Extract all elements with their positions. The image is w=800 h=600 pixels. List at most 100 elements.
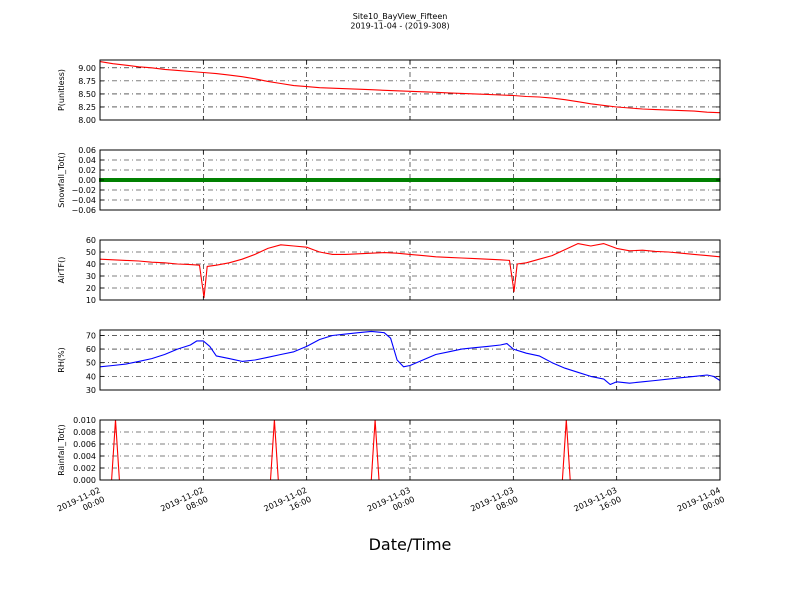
data-point xyxy=(697,178,702,182)
data-point xyxy=(614,178,619,182)
data-point xyxy=(681,178,686,182)
data-point xyxy=(460,178,465,182)
data-point xyxy=(214,178,219,182)
data-point xyxy=(483,178,487,182)
data-point xyxy=(623,178,628,182)
data-point xyxy=(703,178,708,182)
x-tick-label: 2019-11-0208:00 xyxy=(159,486,209,523)
data-point xyxy=(297,178,302,182)
data-point xyxy=(364,178,369,182)
data-point xyxy=(124,178,129,182)
y-tick-label: 0.008 xyxy=(73,428,96,437)
data-point xyxy=(399,178,404,182)
data-point xyxy=(131,178,135,182)
data-point xyxy=(556,178,561,182)
data-point xyxy=(198,178,203,182)
data-point xyxy=(319,178,324,182)
series-line xyxy=(99,61,721,114)
data-point xyxy=(211,178,215,182)
data-point xyxy=(390,178,395,182)
data-point xyxy=(540,178,545,182)
data-point xyxy=(127,178,132,182)
data-point xyxy=(511,178,516,182)
data-point xyxy=(591,178,596,182)
data-point xyxy=(575,178,580,182)
y-axis-label: P(unitless) xyxy=(57,69,66,111)
data-point xyxy=(479,178,484,182)
data-point xyxy=(604,178,609,182)
data-point xyxy=(307,178,311,182)
data-point xyxy=(633,178,638,182)
data-point xyxy=(473,178,478,182)
data-point xyxy=(329,178,334,182)
data-point xyxy=(348,178,353,182)
y-tick-label: 60 xyxy=(86,236,96,245)
data-point xyxy=(534,178,539,182)
data-point xyxy=(531,178,535,182)
data-point xyxy=(569,178,574,182)
data-point xyxy=(425,178,430,182)
y-tick-label: 40 xyxy=(86,260,96,269)
data-point xyxy=(652,178,657,182)
data-point xyxy=(294,178,299,182)
data-point xyxy=(175,178,180,182)
x-axis-label: Date/Time xyxy=(369,535,452,554)
data-point xyxy=(393,178,398,182)
data-point xyxy=(351,178,356,182)
y-tick-label: 20 xyxy=(86,284,96,293)
data-point xyxy=(627,178,631,182)
data-point xyxy=(387,178,391,182)
data-point xyxy=(454,178,459,182)
data-point xyxy=(291,178,295,182)
subplot-2: 0.060.040.020.00−0.02−0.04−0.06 Snowfall_… xyxy=(57,146,721,215)
data-point xyxy=(259,178,263,182)
y-tick-label: 30 xyxy=(86,272,96,281)
y-tick-label: 8.75 xyxy=(78,77,96,86)
data-point xyxy=(121,178,126,182)
data-point xyxy=(553,178,558,182)
y-tick-label: 30 xyxy=(86,386,96,395)
data-point xyxy=(140,178,145,182)
data-point xyxy=(694,178,699,182)
y-tick-label: −0.06 xyxy=(71,206,96,215)
data-point xyxy=(655,178,660,182)
data-point xyxy=(451,178,455,182)
data-point xyxy=(361,178,366,182)
y-tick-label: 50 xyxy=(86,248,96,257)
data-point xyxy=(620,178,625,182)
data-point xyxy=(700,178,705,182)
data-point xyxy=(636,178,641,182)
data-point xyxy=(191,178,196,182)
data-point xyxy=(502,178,507,182)
y-tick-label: 60 xyxy=(86,345,96,354)
x-tick-label: 2019-11-0300:00 xyxy=(366,486,416,523)
data-point xyxy=(659,178,663,182)
data-point xyxy=(550,178,555,182)
data-point xyxy=(665,178,670,182)
data-point xyxy=(579,178,583,182)
data-point xyxy=(316,178,321,182)
data-point xyxy=(246,178,251,182)
data-point xyxy=(403,178,407,182)
y-tick-label: 8.50 xyxy=(78,90,96,99)
data-point xyxy=(182,178,187,182)
series-line xyxy=(99,243,721,299)
data-point xyxy=(268,178,273,182)
subplot-4: 70 60 50 40 30 RH(%) xyxy=(57,329,721,395)
data-point xyxy=(422,178,427,182)
data-point xyxy=(252,178,257,182)
data-point xyxy=(342,178,347,182)
data-point xyxy=(617,178,622,182)
subplots: 9.008.758.508.258.00P(unitless)0.060.040… xyxy=(56,59,726,523)
data-point xyxy=(303,178,308,182)
data-point xyxy=(415,178,420,182)
data-point xyxy=(409,178,414,182)
data-point xyxy=(227,178,231,182)
data-point xyxy=(201,178,206,182)
data-point xyxy=(527,178,532,182)
data-point xyxy=(476,178,481,182)
data-point xyxy=(249,178,254,182)
data-point xyxy=(255,178,260,182)
data-point xyxy=(486,178,491,182)
y-axis-label: RH(%) xyxy=(57,347,66,372)
